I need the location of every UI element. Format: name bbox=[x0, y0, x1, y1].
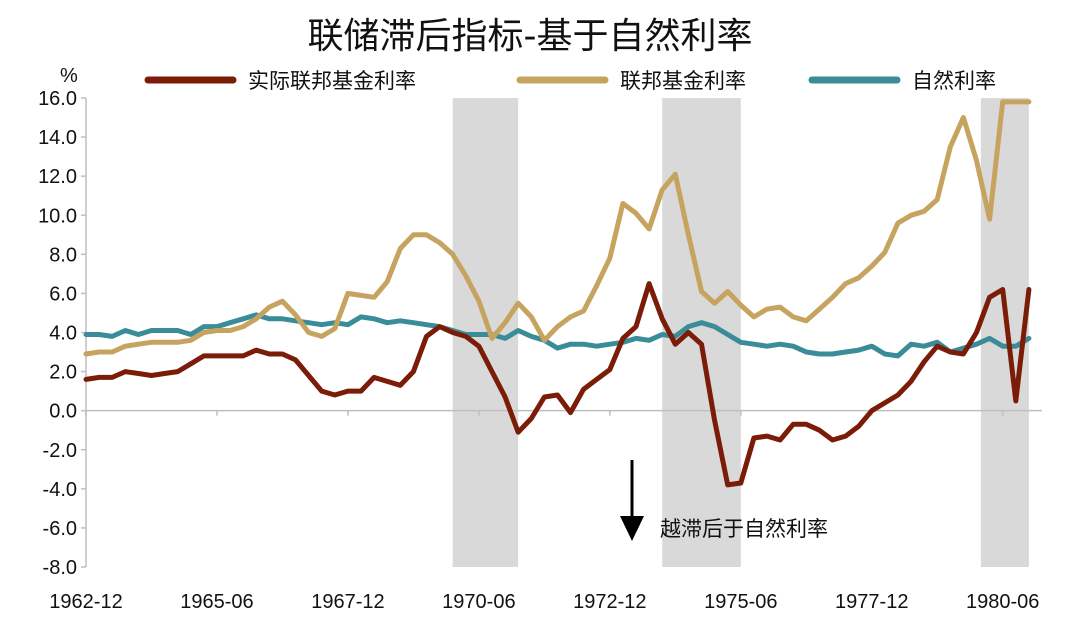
y-tick-label: 16.0 bbox=[38, 88, 77, 110]
x-tick-label: 1970-06 bbox=[442, 591, 515, 613]
legend: 实际联邦基金利率 联邦基金利率 自然利率 bbox=[144, 69, 996, 93]
x-tick-label: 1965-06 bbox=[180, 591, 253, 613]
x-tick-label: 1975-06 bbox=[704, 591, 777, 613]
x-tick-label: 1972-12 bbox=[573, 591, 646, 613]
y-tick-label: 8.0 bbox=[49, 244, 77, 266]
annotation: 越滞后于自然利率 bbox=[620, 460, 828, 541]
y-axis-unit: % bbox=[60, 65, 78, 87]
legend-label-0: 实际联邦基金利率 bbox=[248, 69, 416, 93]
x-tick-label: 1967-12 bbox=[311, 591, 384, 613]
y-tick-label: 12.0 bbox=[38, 166, 77, 188]
annotation-text: 越滞后于自然利率 bbox=[660, 517, 828, 541]
y-tick-label: 14.0 bbox=[38, 127, 77, 149]
legend-label-2: 自然利率 bbox=[912, 69, 996, 93]
chart-title: 联储滞后指标-基于自然利率 bbox=[308, 16, 753, 57]
y-tick-label: 6.0 bbox=[49, 283, 77, 305]
y-tick-label: -4.0 bbox=[43, 479, 77, 501]
axes: 16.0 14.0 12.0 10.0 8.0 6.0 4.0 2.0 0.0 -2.0 -4.0 -… bbox=[38, 88, 1042, 613]
y-tick-label: -8.0 bbox=[43, 557, 77, 579]
shaded-period-2 bbox=[980, 98, 1029, 567]
annotation-arrow-head bbox=[620, 516, 644, 541]
y-tick-label: -2.0 bbox=[43, 440, 77, 462]
x-tick-label: 1980-06 bbox=[966, 591, 1039, 613]
y-tick-label: -6.0 bbox=[43, 518, 77, 540]
legend-label-1: 联邦基金利率 bbox=[620, 69, 746, 93]
series-lines bbox=[83, 99, 1032, 488]
y-tick-label: 0.0 bbox=[49, 401, 77, 423]
series-line-2 bbox=[83, 312, 1032, 359]
x-tick-label: 1962-12 bbox=[49, 591, 122, 613]
y-tick-label: 2.0 bbox=[49, 362, 77, 384]
x-tick-label: 1977-12 bbox=[835, 591, 908, 613]
y-tick-label: 10.0 bbox=[38, 205, 77, 227]
y-tick-label: 4.0 bbox=[49, 323, 77, 345]
series-line-1 bbox=[83, 99, 1032, 357]
series-line-0 bbox=[83, 281, 1032, 488]
